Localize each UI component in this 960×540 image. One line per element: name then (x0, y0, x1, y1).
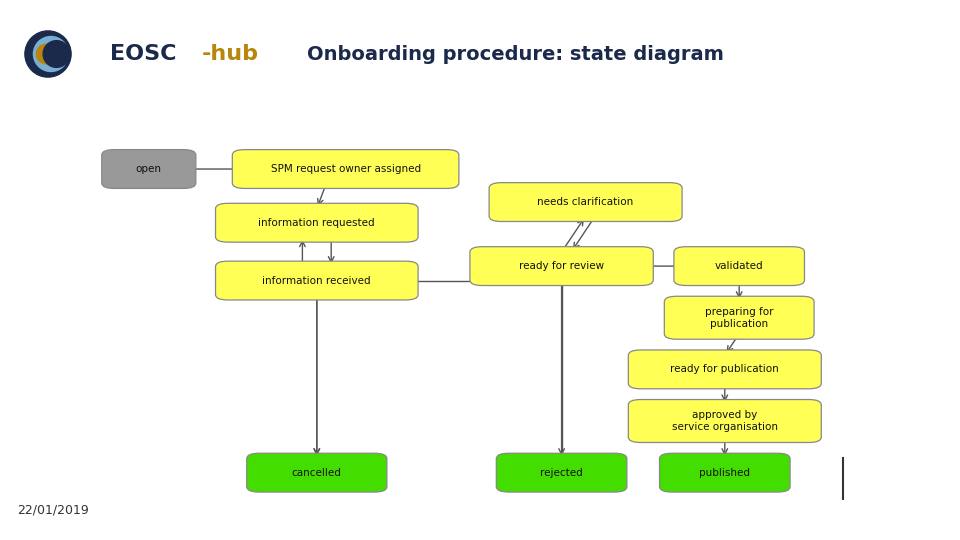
FancyBboxPatch shape (496, 453, 627, 492)
Text: cancelled: cancelled (292, 468, 342, 478)
FancyBboxPatch shape (215, 203, 419, 242)
Circle shape (34, 37, 68, 71)
FancyBboxPatch shape (660, 453, 790, 492)
FancyBboxPatch shape (247, 453, 387, 492)
FancyBboxPatch shape (628, 400, 821, 442)
Text: information received: information received (262, 275, 372, 286)
FancyBboxPatch shape (489, 183, 682, 221)
Text: 22/01/2019: 22/01/2019 (17, 504, 89, 517)
Circle shape (36, 44, 56, 64)
Text: needs clarification: needs clarification (538, 197, 634, 207)
Text: Onboarding procedure: state diagram: Onboarding procedure: state diagram (307, 45, 724, 64)
Text: preparing for
publication: preparing for publication (705, 307, 774, 329)
Text: open: open (135, 164, 162, 174)
FancyBboxPatch shape (215, 261, 419, 300)
Text: ready for review: ready for review (519, 261, 604, 271)
FancyBboxPatch shape (628, 350, 821, 389)
Text: EOSC: EOSC (110, 44, 177, 64)
Text: ready for publication: ready for publication (670, 364, 780, 374)
FancyBboxPatch shape (102, 150, 196, 188)
FancyBboxPatch shape (469, 247, 653, 286)
Text: approved by
service organisation: approved by service organisation (672, 410, 778, 432)
Text: -hub: -hub (202, 44, 258, 64)
FancyBboxPatch shape (674, 247, 804, 286)
Circle shape (43, 40, 70, 68)
Text: validated: validated (715, 261, 763, 271)
Text: published: published (699, 468, 751, 478)
FancyBboxPatch shape (232, 150, 459, 188)
Text: rejected: rejected (540, 468, 583, 478)
Text: SPM request owner assigned: SPM request owner assigned (271, 164, 420, 174)
FancyBboxPatch shape (664, 296, 814, 339)
Circle shape (25, 31, 71, 77)
Text: information requested: information requested (258, 218, 375, 228)
